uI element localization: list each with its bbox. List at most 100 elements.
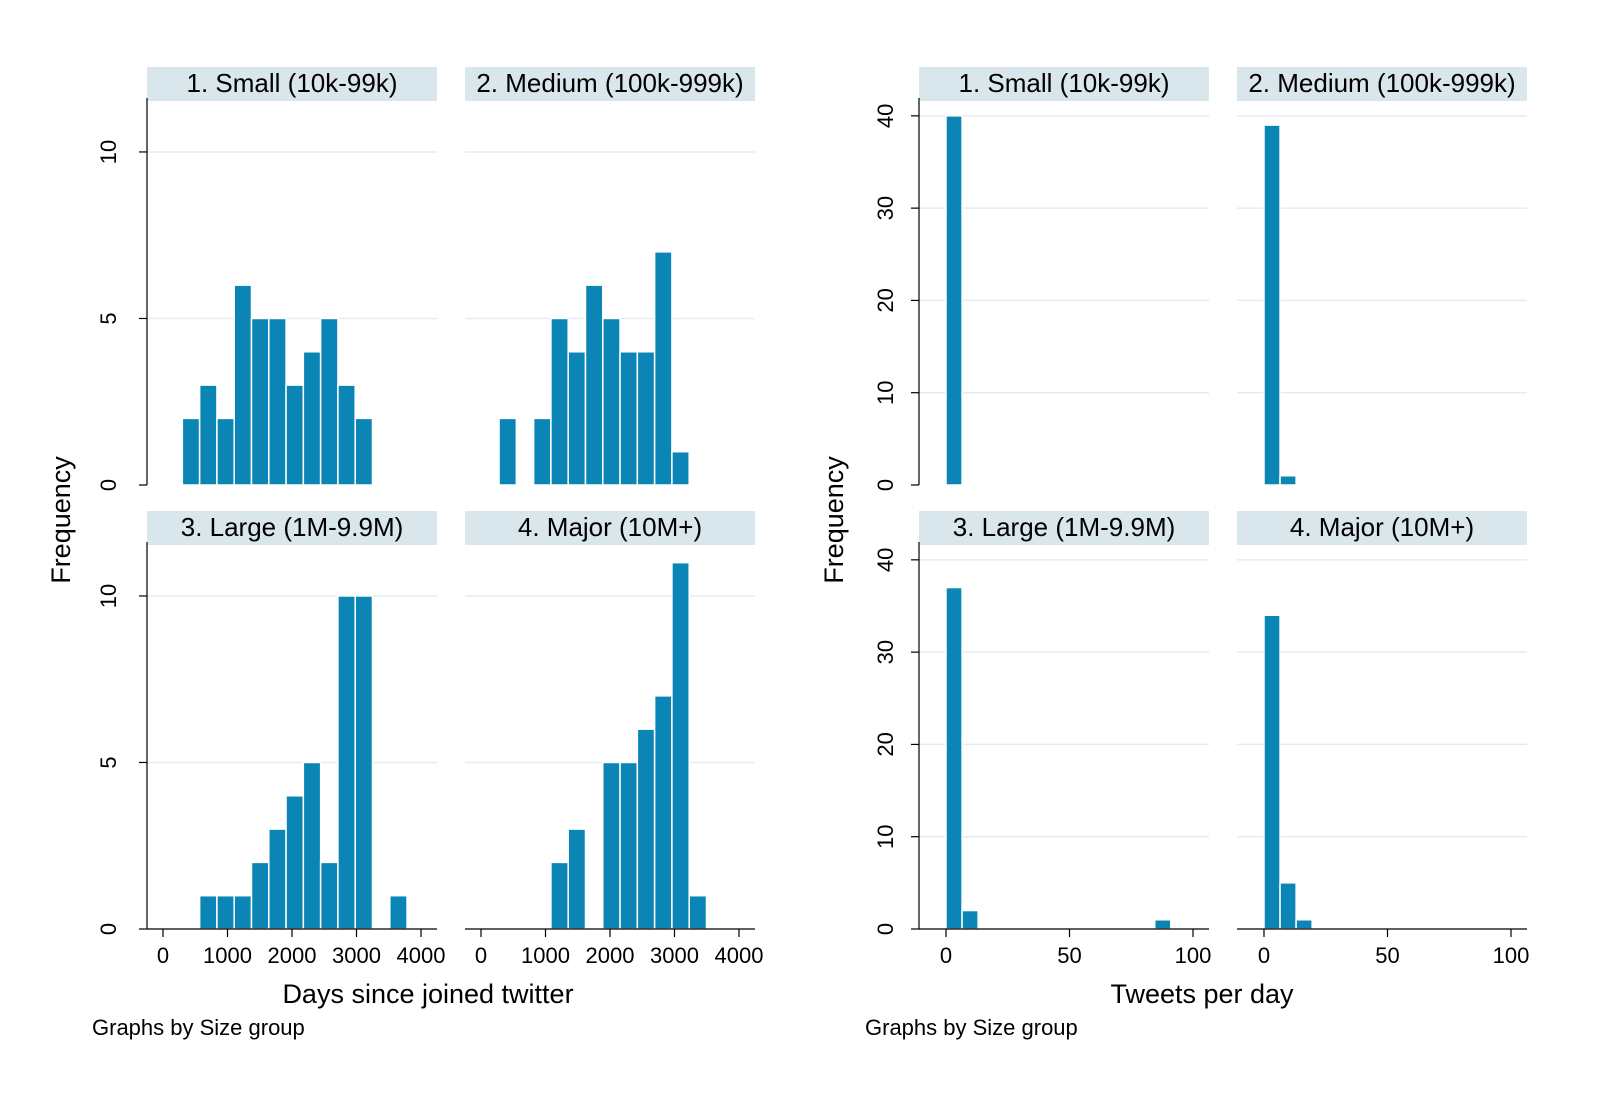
- histogram-bar: [302, 351, 322, 486]
- y-tick-label: 40: [873, 104, 898, 128]
- histogram-bar: [250, 317, 270, 486]
- histogram-bar: [653, 251, 673, 486]
- x-tick-label: 0: [475, 943, 487, 968]
- histogram-bar: [319, 861, 339, 930]
- y-tick-label: 0: [873, 479, 898, 491]
- panel-header-1: [919, 67, 1209, 101]
- y-tick-label: 5: [96, 312, 121, 324]
- panel-title-4: 4. Major (10M+): [518, 512, 702, 542]
- y-tick-label: 30: [873, 640, 898, 664]
- panel-header-4: [465, 511, 755, 545]
- y-tick-label: 40: [873, 548, 898, 572]
- histogram-bar: [636, 728, 656, 930]
- histogram-bar: [498, 417, 518, 486]
- histogram-bar: [602, 761, 621, 930]
- x-tick-label: 50: [1057, 943, 1081, 968]
- x-tick-label: 3000: [650, 943, 699, 968]
- histogram-bar: [688, 894, 708, 930]
- histogram-bar: [945, 586, 963, 930]
- histogram-bar: [671, 450, 690, 486]
- panel-title-2: 2. Medium (100k-999k): [476, 68, 743, 98]
- histogram-bar: [198, 894, 218, 930]
- histogram-bar: [216, 894, 235, 930]
- y-tick-label: 0: [96, 923, 121, 935]
- panel-title-2: 2. Medium (100k-999k): [1248, 68, 1515, 98]
- x-tick-label: 4000: [397, 943, 446, 968]
- y-tick-label: 20: [873, 288, 898, 312]
- x-tick-label: 100: [1175, 943, 1212, 968]
- x-axis-title: Tweets per day: [1110, 979, 1294, 1009]
- x-tick-label: 0: [940, 943, 952, 968]
- histogram-bar: [619, 761, 639, 930]
- histogram-bar: [584, 284, 604, 486]
- x-tick-label: 0: [1258, 943, 1270, 968]
- y-tick-label: 10: [873, 380, 898, 404]
- panel-title-3: 3. Large (1M-9.9M): [181, 512, 404, 542]
- histogram-bar: [567, 828, 587, 930]
- histogram-bar: [945, 115, 963, 486]
- histogram-bar: [1263, 124, 1281, 486]
- y-tick-label: 5: [96, 756, 121, 768]
- y-tick-label: 10: [96, 140, 121, 164]
- histogram-bar: [198, 384, 218, 486]
- x-tick-label: 2000: [586, 943, 635, 968]
- y-tick-label: 0: [873, 923, 898, 935]
- histogram-bar: [550, 317, 569, 486]
- panel-header-4: [1237, 511, 1527, 545]
- histogram-bar: [302, 761, 322, 930]
- panel-title-4: 4. Major (10M+): [1290, 512, 1474, 542]
- histogram-bar: [1279, 475, 1297, 486]
- panel-title-3: 3. Large (1M-9.9M): [953, 512, 1176, 542]
- histogram-bar: [671, 561, 690, 930]
- histogram-bar: [285, 384, 305, 486]
- panel-header-3: [147, 511, 437, 545]
- histogram-bar: [337, 384, 356, 486]
- graph-note: Graphs by Size group: [865, 1015, 1078, 1040]
- x-tick-label: 1000: [203, 943, 252, 968]
- histogram-bar: [285, 795, 305, 930]
- histogram-bar: [1295, 919, 1313, 930]
- histogram-bar: [550, 861, 569, 930]
- histogram-bar: [233, 284, 253, 486]
- histogram-bar: [268, 828, 287, 930]
- x-tick-label: 1000: [521, 943, 570, 968]
- histogram-bar: [250, 861, 270, 930]
- panel-title-1: 1. Small (10k-99k): [187, 68, 398, 98]
- histogram-bar: [532, 417, 552, 486]
- histogram-bar: [602, 317, 621, 486]
- y-tick-label: 0: [96, 479, 121, 491]
- histogram-bar: [961, 909, 979, 930]
- panel-header-1: [147, 67, 437, 101]
- x-tick-label: 2000: [268, 943, 317, 968]
- histogram-bar: [216, 417, 235, 486]
- histogram-bar: [653, 695, 673, 930]
- histogram-bar: [319, 317, 339, 486]
- y-axis-title: Frequency: [819, 456, 849, 584]
- y-tick-label: 10: [96, 584, 121, 608]
- y-axis-title: Frequency: [46, 456, 76, 584]
- x-tick-label: 100: [1493, 943, 1530, 968]
- histogram-bar: [636, 351, 656, 486]
- histogram-bar: [354, 417, 374, 486]
- x-tick-label: 3000: [332, 943, 381, 968]
- y-tick-label: 10: [873, 824, 898, 848]
- histogram-bar: [567, 351, 587, 486]
- histogram-bar: [354, 595, 374, 930]
- histogram-bar: [619, 351, 639, 486]
- histogram-bar: [389, 894, 408, 930]
- histogram-bar: [1153, 919, 1172, 930]
- histogram-bar: [337, 595, 356, 930]
- y-tick-label: 20: [873, 732, 898, 756]
- histogram-bar: [181, 417, 201, 486]
- histogram-bar: [1263, 614, 1281, 930]
- x-tick-label: 50: [1375, 943, 1399, 968]
- histogram-bar: [1279, 882, 1297, 930]
- panel-title-1: 1. Small (10k-99k): [959, 68, 1170, 98]
- x-tick-label: 4000: [715, 943, 764, 968]
- panel-header-3: [919, 511, 1209, 545]
- histogram-bar: [233, 894, 253, 930]
- panel-header-2: [1237, 67, 1527, 101]
- histogram-bar: [268, 317, 287, 486]
